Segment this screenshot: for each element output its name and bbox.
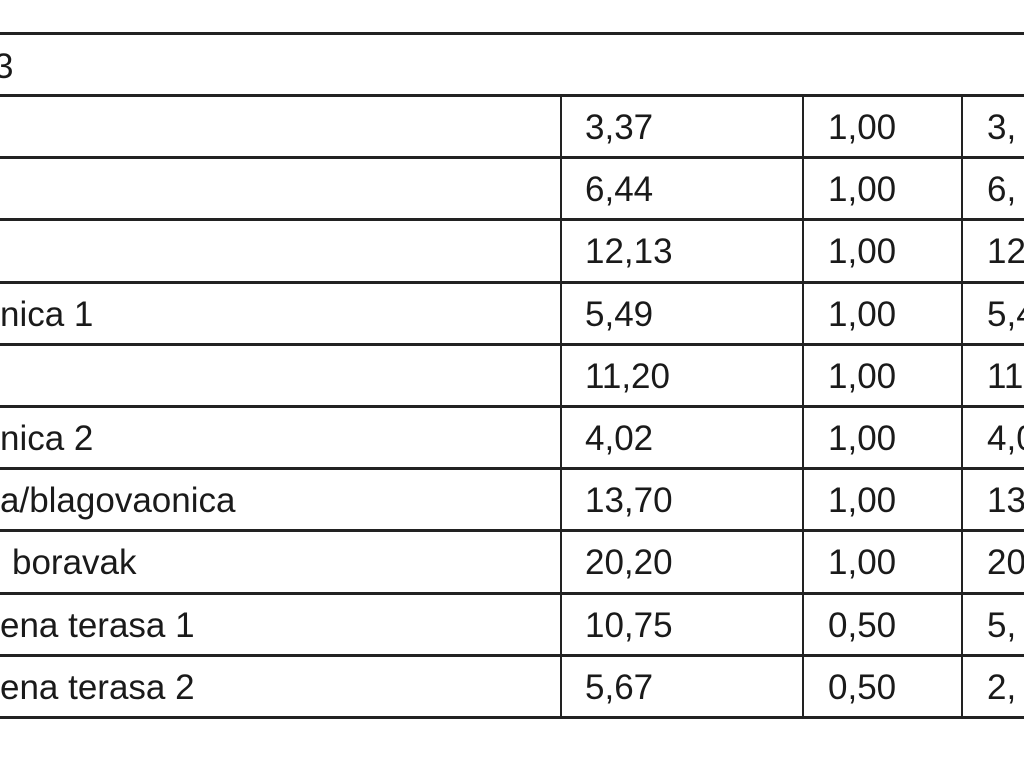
cell-value: 20	[987, 543, 1024, 583]
cell-value: 5,49	[585, 294, 654, 334]
cell-value: 1,00	[828, 419, 897, 458]
row-divider	[0, 405, 1024, 408]
cell-value: 10,75	[585, 605, 673, 645]
cell-value: 0,50	[828, 667, 897, 707]
cell-value: 2,	[987, 667, 1017, 707]
cell-value: 0,50	[828, 605, 897, 645]
cell-value: 1,00	[828, 294, 897, 334]
row-divider	[0, 218, 1024, 222]
cell-value: 4,0	[987, 419, 1024, 458]
cell-value: 1,00	[828, 356, 897, 396]
cell-value: 1,00	[828, 170, 897, 210]
row-label: ena terasa 2	[0, 667, 195, 707]
cell-value: 4,02	[585, 419, 654, 458]
column-divider	[802, 95, 804, 717]
cell-value: 6,	[987, 170, 1017, 210]
row-divider	[0, 591, 1024, 595]
row-divider	[0, 156, 1024, 160]
cell-value: 12,13	[585, 232, 673, 272]
cell-value: 13	[987, 481, 1024, 521]
cell-value: 11,20	[585, 356, 670, 396]
row-divider	[0, 280, 1024, 284]
cell-value: 5,	[987, 605, 1017, 645]
row-divider	[0, 342, 1024, 346]
table-border	[0, 32, 1024, 35]
cell-value: 20,20	[585, 543, 673, 583]
cell-value: 11	[987, 356, 1024, 396]
row-label: boravak	[12, 543, 137, 583]
row-label: nica 1	[0, 294, 94, 334]
cell-value: 13,70	[585, 481, 673, 521]
cell-value: 1,00	[828, 108, 897, 147]
cell-value: 6,44	[585, 170, 654, 210]
row-label: ena terasa 1	[0, 605, 195, 645]
cell-value: 5,67	[585, 667, 654, 707]
cell-value: 1,00	[828, 232, 897, 272]
cell-value: 1,00	[828, 481, 897, 521]
table-header: 3	[0, 47, 14, 86]
row-label: a/blagovaonica	[0, 481, 236, 521]
row-divider	[0, 653, 1024, 657]
row-divider	[0, 529, 1024, 533]
column-divider	[560, 95, 562, 717]
row-divider	[0, 467, 1024, 471]
cell-value: 3,37	[585, 108, 654, 147]
row-divider	[0, 94, 1024, 97]
cell-value: 3,	[987, 108, 1017, 147]
column-divider	[961, 95, 963, 717]
cell-value: 1,00	[828, 543, 897, 583]
cell-value: 12	[987, 232, 1024, 272]
cell-value: 5,4	[987, 294, 1024, 334]
row-divider	[0, 716, 1024, 719]
row-label: nica 2	[0, 419, 94, 458]
